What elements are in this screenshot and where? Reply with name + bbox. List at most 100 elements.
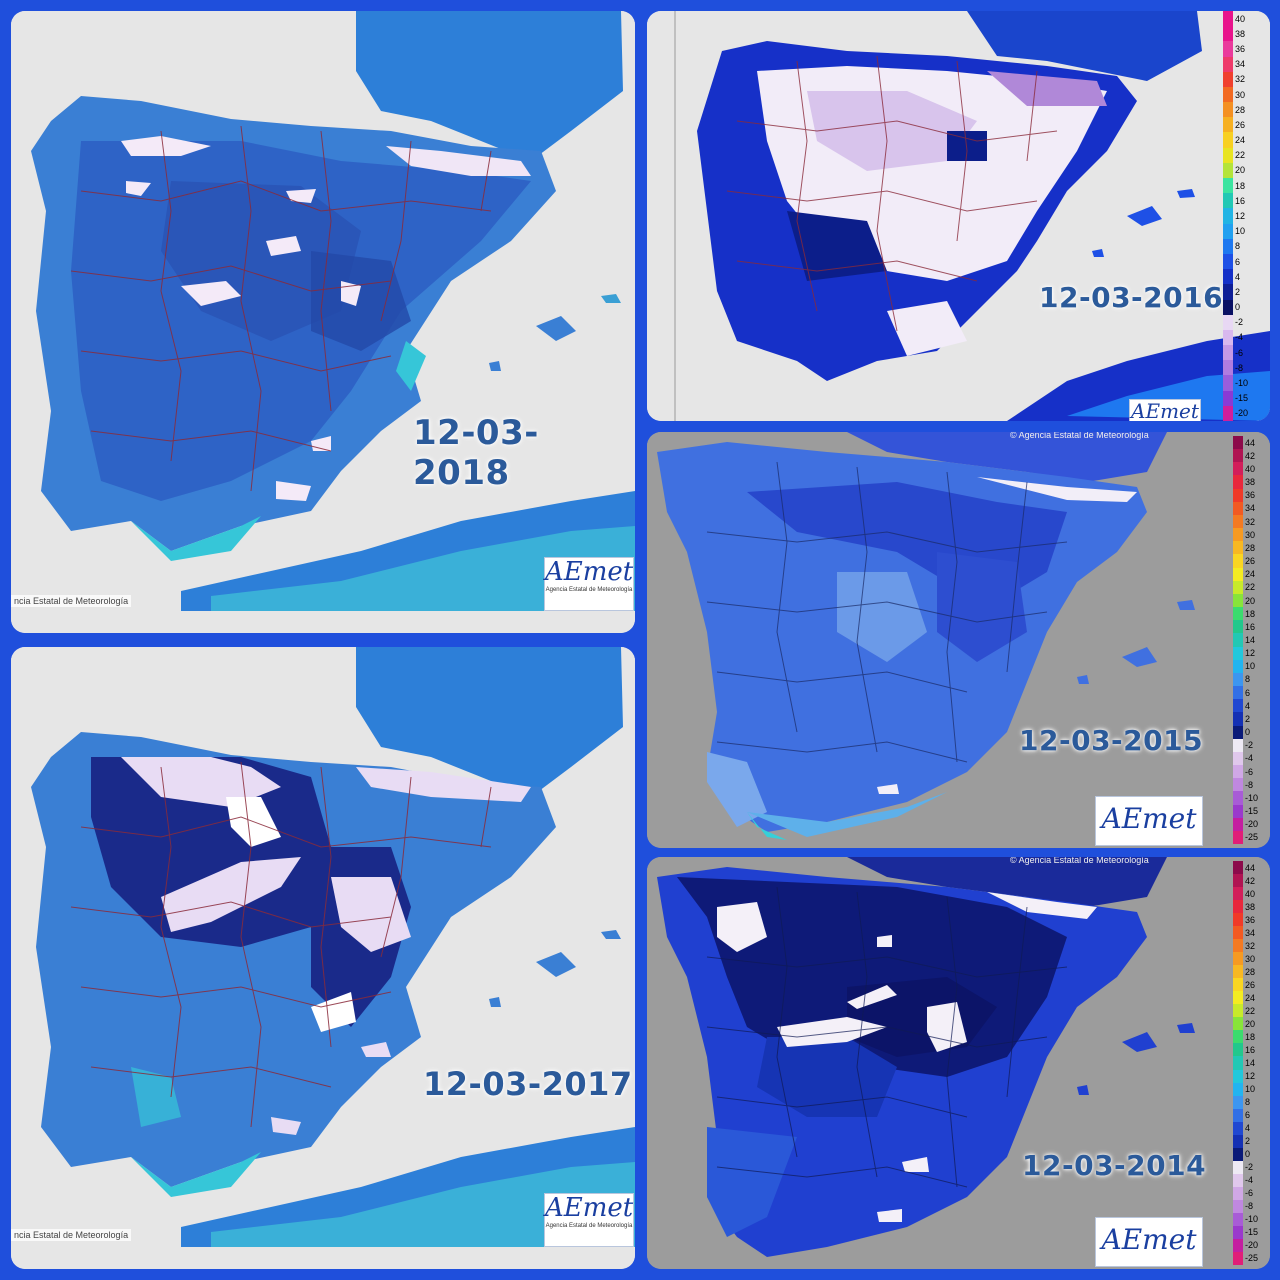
legend-label: -15: [1245, 806, 1259, 817]
legend-swatch: [1233, 1173, 1243, 1188]
aemet-logo-2014: AEmet: [1095, 1217, 1203, 1267]
legend-label: 28: [1235, 104, 1246, 115]
legend-swatch: [1223, 41, 1233, 58]
legend-swatch: [1233, 1043, 1243, 1057]
legend-swatch: [1233, 686, 1243, 700]
legend-label: 8: [1245, 674, 1251, 685]
legend-label: 2: [1245, 1136, 1251, 1147]
temperature-map-2017: [11, 647, 635, 1269]
legend-label: 24: [1245, 569, 1256, 580]
aemet-logo-2018: AEmet Agencia Estatal de Meteorología: [544, 557, 634, 611]
legend-swatch: [1223, 56, 1233, 73]
legend-swatch: [1233, 528, 1243, 542]
legend-label: 36: [1235, 43, 1246, 54]
legend-label: 42: [1245, 875, 1256, 886]
legend-swatch: [1223, 178, 1233, 194]
legend-swatch: [1233, 607, 1243, 621]
legend-swatch: [1233, 593, 1243, 608]
legend-label: -6: [1245, 1188, 1254, 1199]
legend-label: 18: [1235, 180, 1246, 191]
temperature-map-2015: [647, 432, 1270, 848]
aemet-logo-text: AEmet: [545, 1193, 634, 1223]
legend-swatch: [1233, 580, 1243, 595]
legend-swatch: [1223, 253, 1233, 270]
legend-swatch: [1233, 926, 1243, 940]
legend-swatch: [1233, 830, 1243, 845]
legend-swatch: [1233, 646, 1243, 661]
aemet-logo-text: AEmet: [1131, 399, 1199, 421]
credit-text-2018: ncia Estatal de Meteorología: [11, 595, 132, 607]
legend-swatch: [1223, 390, 1233, 407]
legend-label: 36: [1245, 914, 1256, 925]
legend-label: 44: [1245, 862, 1256, 873]
legend-swatch: [1233, 554, 1243, 569]
date-label-2016: 12-03-2016: [1039, 281, 1224, 314]
legend-swatch: [1223, 208, 1233, 225]
legend-swatch: [1233, 804, 1243, 819]
legend-swatch: [1223, 11, 1233, 27]
legend-swatch: [1233, 751, 1243, 766]
legend-label: 30: [1235, 89, 1246, 100]
panel-2017: 12-03-2017 ncia Estatal de Meteorología …: [11, 647, 635, 1269]
legend-label: 28: [1245, 966, 1256, 977]
legend-swatch: [1233, 1056, 1243, 1070]
legend-swatch: [1233, 791, 1243, 805]
legend-swatch: [1233, 1134, 1243, 1149]
legend-swatch: [1233, 699, 1243, 713]
legend-swatch: [1233, 1199, 1243, 1214]
legend-swatch: [1233, 633, 1243, 648]
legend-label: 16: [1245, 1044, 1256, 1055]
legend-swatch: [1233, 1030, 1243, 1044]
legend-label: -4: [1235, 332, 1244, 343]
legend-swatch: [1233, 978, 1243, 992]
legend-label: 32: [1245, 940, 1256, 951]
legend-label: -25: [1245, 1253, 1259, 1264]
legend-label: 6: [1245, 687, 1251, 698]
date-label-2014: 12-03-2014: [1022, 1149, 1207, 1182]
legend-swatch: [1223, 223, 1233, 240]
legend-swatch: [1223, 117, 1233, 133]
legend-label: -2: [1235, 317, 1244, 328]
legend-label: 20: [1245, 1018, 1256, 1029]
panel-2018: 12-03-2018 ncia Estatal de Meteorología …: [11, 11, 635, 633]
legend-label: 34: [1245, 927, 1256, 938]
legend-swatch: [1233, 887, 1243, 901]
legend-swatch: [1223, 238, 1233, 255]
legend-label: -20: [1245, 1240, 1259, 1251]
legend-swatch: [1233, 1160, 1243, 1175]
temperature-map-2018: [11, 11, 635, 633]
legend-swatch: [1233, 475, 1243, 490]
legend-swatch: [1233, 449, 1243, 463]
legend-swatch: [1223, 299, 1233, 316]
legend-label: 40: [1235, 13, 1246, 24]
legend-swatch: [1233, 1251, 1243, 1266]
legend-swatch: [1223, 375, 1233, 392]
date-label-2018: 12-03-2018: [413, 413, 539, 493]
legend-label: 26: [1245, 556, 1256, 567]
legend-swatch: [1233, 1238, 1243, 1253]
legend-label: 34: [1245, 503, 1256, 514]
legend-label: 18: [1245, 1031, 1256, 1042]
legend-label: 12: [1235, 211, 1246, 221]
credit-text-2014: © Agencia Estatal de Meteorología: [1010, 857, 1149, 865]
legend-label: -15: [1245, 1227, 1259, 1238]
legend-label: 24: [1235, 135, 1246, 146]
legend-label: 26: [1245, 979, 1256, 990]
legend-swatch: [1233, 462, 1243, 476]
legend-swatch: [1223, 345, 1233, 361]
aemet-logo-subtitle: Agencia Estatal de Meteorología: [545, 587, 633, 593]
legend-label: -10: [1245, 1214, 1259, 1225]
legend-label: 30: [1245, 953, 1256, 964]
legend-label: 38: [1245, 477, 1256, 488]
legend-label: 42: [1245, 450, 1256, 461]
legend-label: 10: [1235, 226, 1246, 237]
legend-label: 22: [1235, 150, 1246, 161]
legend-label: 6: [1245, 1110, 1251, 1121]
legend-label: -2: [1245, 740, 1254, 751]
legend-label: 14: [1245, 635, 1256, 645]
legend-label: 16: [1235, 195, 1246, 206]
panel-2014: © Agencia Estatal de Meteorología 12-03-…: [647, 857, 1270, 1269]
legend-swatch: [1223, 26, 1233, 42]
legend-swatch: [1233, 672, 1243, 687]
temperature-legend-2015: 44 42 40 38 36 34 32 30 28 26 24 22 20 18 16 14 12 10 8 6 4 2…: [1233, 436, 1258, 845]
